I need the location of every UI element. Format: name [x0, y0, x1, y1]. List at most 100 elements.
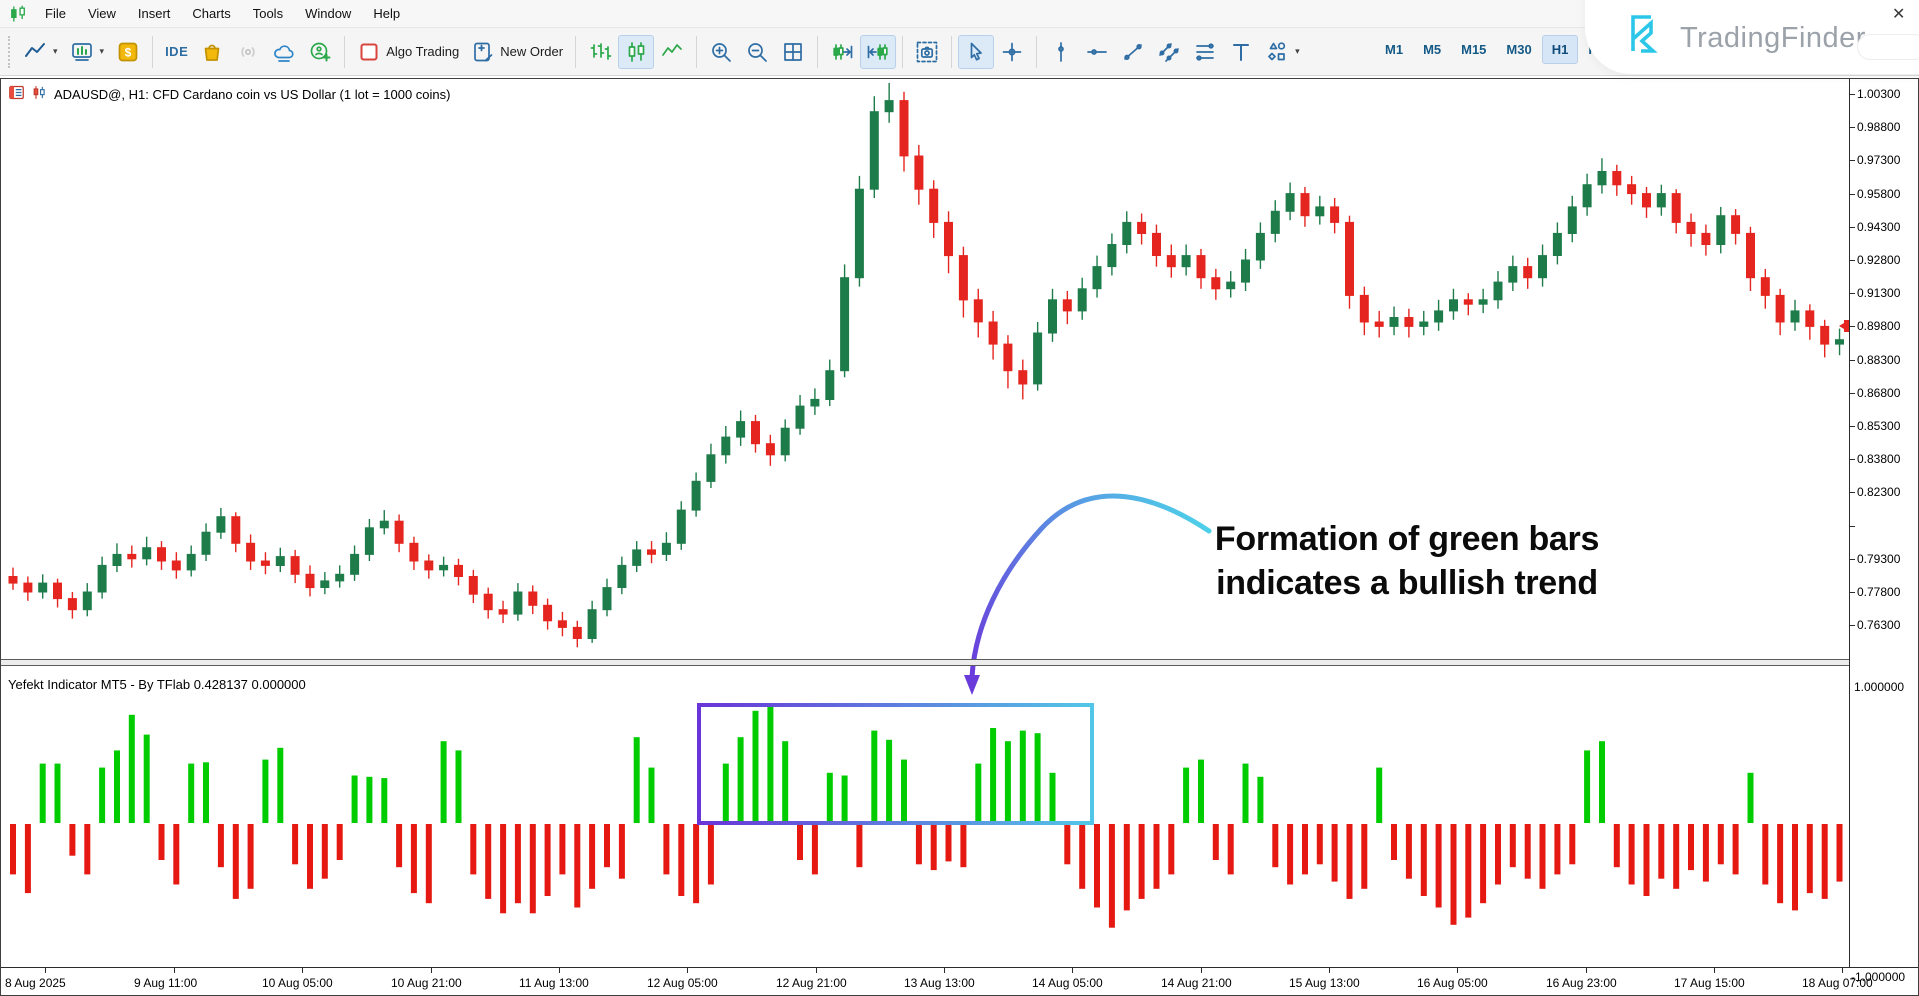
menu-window[interactable]: Window [305, 6, 352, 21]
menu-charts[interactable]: Charts [192, 6, 231, 21]
histogram-bar [351, 775, 358, 823]
timeframe-m1[interactable]: M1 [1385, 42, 1404, 57]
menu-help[interactable]: Help [373, 6, 401, 21]
histogram-bar [1524, 824, 1531, 879]
candle-body [1508, 266, 1518, 283]
market-button[interactable] [194, 35, 230, 69]
bar-chart-button[interactable] [582, 35, 618, 69]
histogram-bar [544, 824, 551, 896]
toolbar-drag-handle[interactable] [8, 35, 13, 68]
candle-body [632, 549, 642, 566]
histogram-bar [678, 824, 685, 896]
histogram-bar [1272, 824, 1279, 868]
price-axis[interactable]: 1.00300 0.98800 0.97300 0.95800 0.94300 0.928… [1849, 79, 1918, 967]
histogram-bar [217, 824, 224, 868]
candle-body [1226, 281, 1236, 290]
histogram-bar [203, 762, 209, 823]
candle-body [1775, 294, 1785, 323]
histogram-bar [589, 824, 596, 889]
fibonacci-button[interactable] [1187, 35, 1223, 69]
algo-trading-button[interactable]: Algo Trading [351, 35, 465, 69]
tile-windows-button[interactable] [775, 35, 811, 69]
time-tick-label: 18 Aug 07:00 [1802, 976, 1873, 990]
timeframe-m15[interactable]: M15 [1461, 42, 1487, 57]
candle-body [751, 421, 760, 445]
zoom-in-button[interactable] [703, 35, 739, 69]
candle-body [1196, 255, 1206, 279]
shapes-button[interactable]: ▾ [1259, 35, 1306, 69]
close-icon[interactable]: ✕ [1892, 6, 1906, 23]
time-tick [944, 968, 945, 973]
candle-body [736, 421, 746, 438]
menu-file[interactable]: File [45, 6, 66, 21]
timeframe-h1[interactable]: H1 [1541, 35, 1579, 64]
menu-view[interactable]: View [87, 6, 116, 21]
scroll-to-end-button[interactable] [824, 35, 860, 69]
crosshair-button[interactable] [994, 35, 1030, 69]
pane-divider[interactable] [1, 659, 1918, 666]
annotation-text: Formation of green bars indicates a bull… [1187, 517, 1627, 605]
histogram-bar [410, 824, 417, 894]
histogram-bar [1376, 767, 1383, 823]
histogram-bar [1688, 824, 1694, 871]
price-tick-label: 0.95800 [1857, 186, 1901, 201]
time-tick [559, 968, 560, 973]
candle-chart-button[interactable] [618, 34, 655, 69]
candle-body [1062, 299, 1072, 312]
histogram-bar [1316, 824, 1323, 865]
menu-insert[interactable]: Insert [137, 6, 171, 21]
line-chart-button[interactable] [654, 35, 690, 69]
histogram-bar [1094, 824, 1100, 908]
candle-body [290, 556, 300, 575]
menu-tools[interactable]: Tools [252, 6, 284, 21]
deposit-button[interactable]: $ [110, 35, 146, 69]
indicator-scale-max: 1.000000 [1854, 680, 1905, 694]
chart-plot-area[interactable] [1, 79, 1849, 967]
timeframe-m5[interactable]: M5 [1423, 42, 1442, 57]
zoom-out-button[interactable] [739, 35, 775, 69]
horizontal-line-button[interactable] [1079, 35, 1115, 69]
histogram-bar [945, 824, 952, 862]
candle-body [1449, 299, 1458, 312]
candle-body [1092, 266, 1102, 290]
candle-body [1315, 206, 1325, 217]
price-tick [1850, 127, 1855, 129]
candle-body [661, 542, 671, 555]
histogram-bar [1079, 824, 1086, 889]
time-tick-label: 17 Aug 15:00 [1674, 976, 1745, 990]
histogram-bar [1153, 824, 1160, 889]
cursor-button[interactable] [958, 34, 995, 69]
auto-scroll-button[interactable] [860, 34, 897, 69]
time-tick-label: 12 Aug 05:00 [647, 976, 718, 990]
trendline-button[interactable] [1115, 35, 1151, 69]
text-button[interactable] [1223, 35, 1259, 69]
price-tick [1850, 525, 1855, 527]
price-tick-label: 0.91300 [1857, 286, 1901, 301]
cloud-button[interactable] [266, 35, 302, 69]
toolbar-separator [152, 35, 154, 68]
ide-button[interactable]: IDE [159, 35, 194, 69]
time-axis[interactable]: 8 Aug 2025 9 Aug 11:00 10 Aug 05:00 10 Aug … [1, 967, 1918, 995]
histogram-bar [663, 824, 670, 875]
candle-body [543, 604, 553, 622]
chart-profiles-dropdown[interactable]: ▾ [17, 35, 64, 69]
vertical-line-button[interactable] [1043, 35, 1079, 69]
new-order-button[interactable]: New Order [465, 35, 569, 69]
histogram-bar [1599, 741, 1605, 823]
timeframe-m30[interactable]: M30 [1506, 42, 1532, 57]
histogram-bar [1821, 824, 1828, 899]
line-chart2-icon [660, 40, 684, 64]
crosshair-icon [1000, 40, 1024, 64]
candle-body [186, 553, 196, 571]
histogram-bar [1673, 824, 1680, 889]
candle-body [1018, 370, 1028, 385]
histogram-bar [1495, 824, 1501, 885]
channel-button[interactable] [1151, 35, 1187, 69]
tradingfinder-watermark: TradingFinder ✕ [1585, 0, 1919, 74]
indicators-window-dropdown[interactable]: ▾ [64, 35, 111, 69]
histogram-bar [425, 824, 432, 904]
indicator-scale-min: -1.000000 [1851, 970, 1906, 984]
broadcast-button[interactable] [302, 35, 338, 69]
histogram-bar [114, 750, 120, 823]
screenshot-button[interactable] [909, 35, 945, 69]
